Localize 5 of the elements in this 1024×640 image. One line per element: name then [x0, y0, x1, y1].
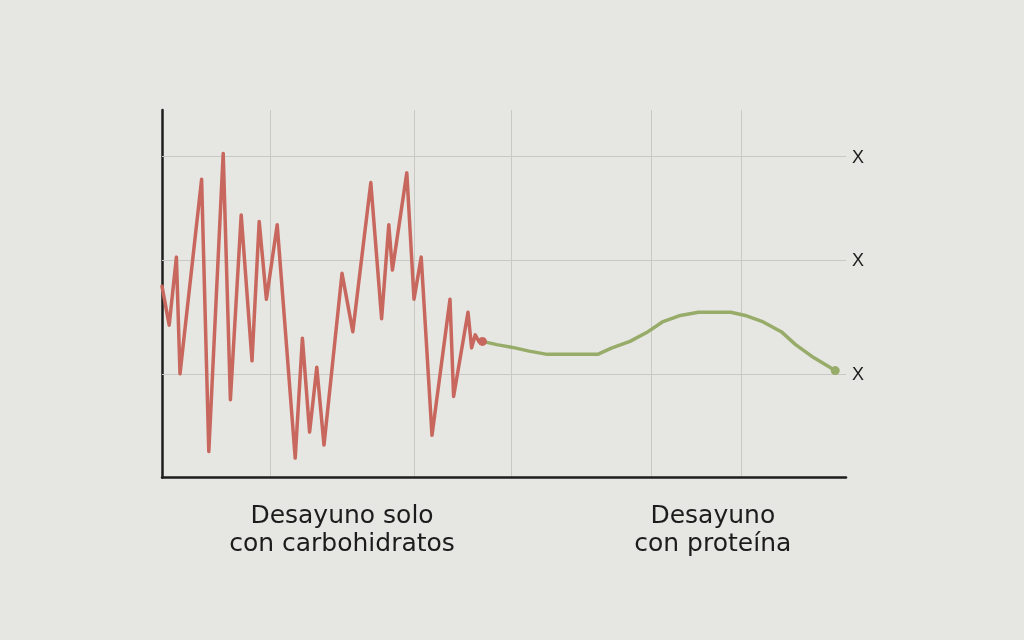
x-tick-label: Desayuno solo con carbohidratos [229, 500, 455, 557]
ref-line-label: X [852, 363, 865, 384]
ref-line-label: X [852, 250, 865, 271]
x-tick-label: Desayuno con proteína [634, 500, 792, 557]
ref-line-label: X [852, 146, 865, 167]
